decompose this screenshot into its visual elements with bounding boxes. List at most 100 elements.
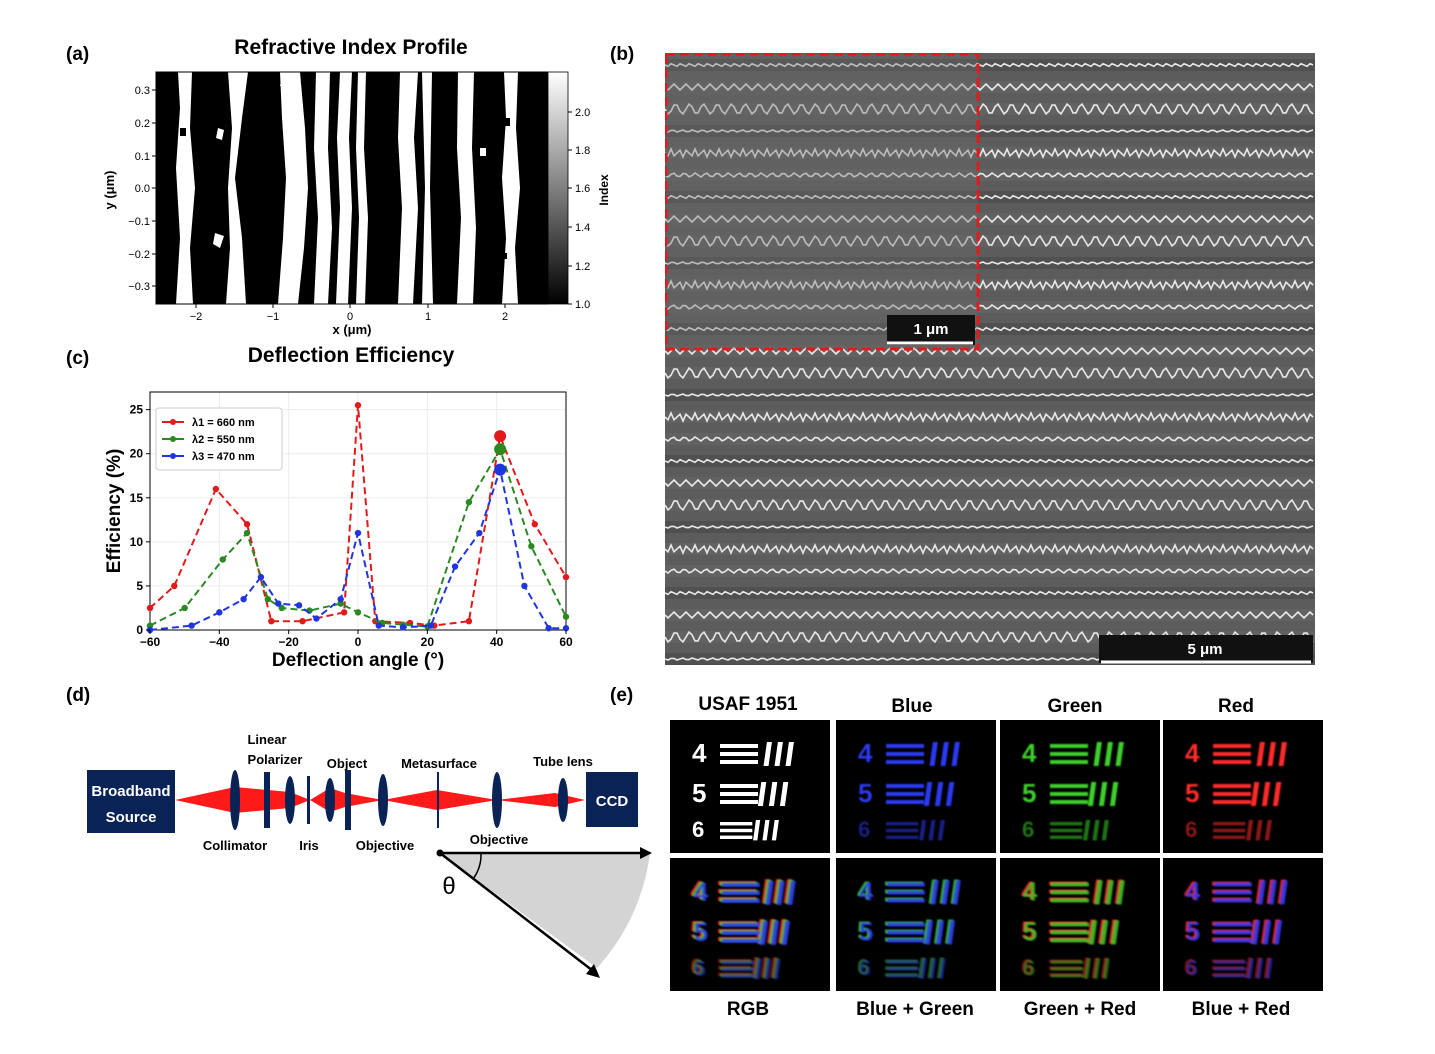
usaf-vbar [929,742,938,766]
usaf-hbar [722,961,755,965]
usaf-digit: 6 [692,817,704,842]
series-3-point [427,622,434,629]
a-xtick-label: 2 [502,311,508,323]
cb-tick-label: 2.0 [575,107,590,119]
usaf-vbar [1092,820,1100,841]
usaf-vbar [923,782,933,806]
setup-labels: Linear Polarizer Object Metasurface Tube… [203,732,593,853]
usaf-vbar [781,921,791,945]
usaf-digit: 6 [694,956,706,981]
usaf-vbar [763,742,772,766]
index-map-stripes [176,72,520,304]
label-polarizer: Polarizer [248,752,303,767]
usaf-vbar [937,820,945,841]
panel-a-yticks: 0.3 0.2 0.1 0.0 −0.1 −0.2 −0.3 [128,85,156,293]
chart-xtick-label: 20 [421,635,435,649]
usaf-hbar [722,939,760,943]
usaf-hbar [720,792,758,796]
usaf-vbar [1104,742,1113,766]
sem-waveguide-edge [665,261,1314,265]
usaf-hbar [722,967,755,972]
series-2-point [264,595,272,603]
label-iris: Iris [299,838,319,853]
series-2-point [243,529,251,537]
usaf-vbar [1268,880,1277,905]
chart-xtick-label: 60 [559,635,573,649]
usaf-hbar [887,930,925,935]
panel-label-d: (d) [66,685,91,706]
series-3-point [476,529,483,537]
usaf-digit: 6 [1186,956,1198,981]
usaf-digit: 5 [1184,916,1198,946]
sem-waveguide-edge [665,610,1314,620]
collimator-lens [230,770,240,830]
highlight-point [494,430,507,443]
usaf-vbar [759,921,769,945]
usaf-digit: 4 [857,876,872,906]
series-3-point [337,595,344,603]
series-1-point [562,573,570,581]
usaf-vbar [945,782,955,806]
usaf-hbar [720,828,753,833]
usaf-hbar [720,760,758,764]
cb-tick-label: 1.4 [575,222,590,234]
usaf-vbar [1279,880,1288,905]
title-blue: Blue [891,696,933,717]
index-map-background [156,72,548,304]
usaf-vbar [928,820,936,841]
usaf-vbar [753,820,761,841]
usaf-vbar [1256,742,1265,766]
chart-legend: λ1 = 660 nm λ2 = 550 nm λ3 = 470 nm [155,407,283,471]
sem-waveguide-edge [665,346,1314,356]
usaf-hbar [886,792,924,796]
usaf-hbar [1214,974,1247,978]
chart-ytick-label: 10 [130,535,144,549]
usaf-digit: 6 [1023,956,1035,981]
usaf-vbar [774,742,783,766]
series-1-point [531,521,538,528]
usaf-vbar [1251,920,1261,945]
label-tube-lens: Tube lens [533,754,593,769]
metasurface-plate [437,772,439,828]
usaf-vbar [1093,958,1101,979]
theta-symbol: θ [442,873,455,900]
a-ytick-label: −0.2 [128,249,150,261]
usaf-hbar [887,967,920,971]
usaf-vbar [785,742,794,766]
usaf-hbar [1051,898,1089,903]
tile-blue: 4 5 6 [836,720,996,853]
usaf-hbar [887,922,925,927]
linear-polarizer [264,772,270,828]
panel-a-xlabel: x (μm) [332,322,371,337]
chart-ylabel: Efficiency (%) [104,449,125,574]
chart-ytick-label: 25 [130,403,144,417]
usaf-hbar [1213,752,1251,756]
main-scalebar-box [1099,635,1313,663]
series-3-point [240,595,247,603]
usaf-vbar [776,881,785,905]
cb-tick-label: 1.2 [575,261,590,273]
optical-setup-diagram: Broadband Source CCD Linear Polarizer Ob… [87,732,652,978]
colorbar [547,71,569,305]
usaf-hbar [887,974,920,978]
usaf-hbar [1051,938,1089,943]
series-1-point [340,609,348,616]
usaf-vbar [935,920,945,945]
sem-waveguide-edge [665,326,1314,332]
usaf-vbar [941,880,950,905]
sem-waveguide-edge [665,393,1314,397]
usaf-vbar [1094,880,1103,905]
tile-red: 4 5 6 [1163,720,1323,853]
highlight-point [494,463,507,476]
label-linear: Linear [247,732,286,747]
usaf-hbar [1214,890,1252,895]
chart-ytick-label: 5 [136,579,143,593]
usaf-vbar [1264,820,1272,841]
label-object: Object [327,756,368,771]
usaf-vbar [1273,920,1283,945]
usaf-hbar [887,938,925,943]
usaf-digit: 4 [1021,876,1036,906]
sem-waveguide-edge [665,194,1314,200]
usaf-hbar [1213,744,1251,748]
